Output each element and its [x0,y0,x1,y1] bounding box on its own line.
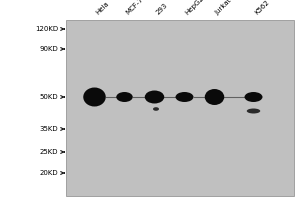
Text: 25KD: 25KD [40,149,59,155]
Ellipse shape [116,92,133,102]
Text: HepG2: HepG2 [184,0,206,16]
Text: 293: 293 [154,2,168,16]
Ellipse shape [205,89,224,105]
Text: 50KD: 50KD [40,94,59,100]
Text: 20KD: 20KD [40,170,59,176]
Ellipse shape [83,88,106,106]
Text: 120KD: 120KD [35,26,58,32]
Text: Jurkat: Jurkat [214,0,233,16]
Ellipse shape [176,92,194,102]
Ellipse shape [244,92,262,102]
Text: 35KD: 35KD [40,126,59,132]
Text: 90KD: 90KD [40,46,58,52]
Ellipse shape [153,107,159,111]
Text: MCF-7: MCF-7 [124,0,144,16]
Bar [66,20,294,196]
Text: K562: K562 [254,0,270,16]
Ellipse shape [145,90,164,104]
Ellipse shape [247,108,260,114]
Text: Hela: Hela [94,1,110,16]
